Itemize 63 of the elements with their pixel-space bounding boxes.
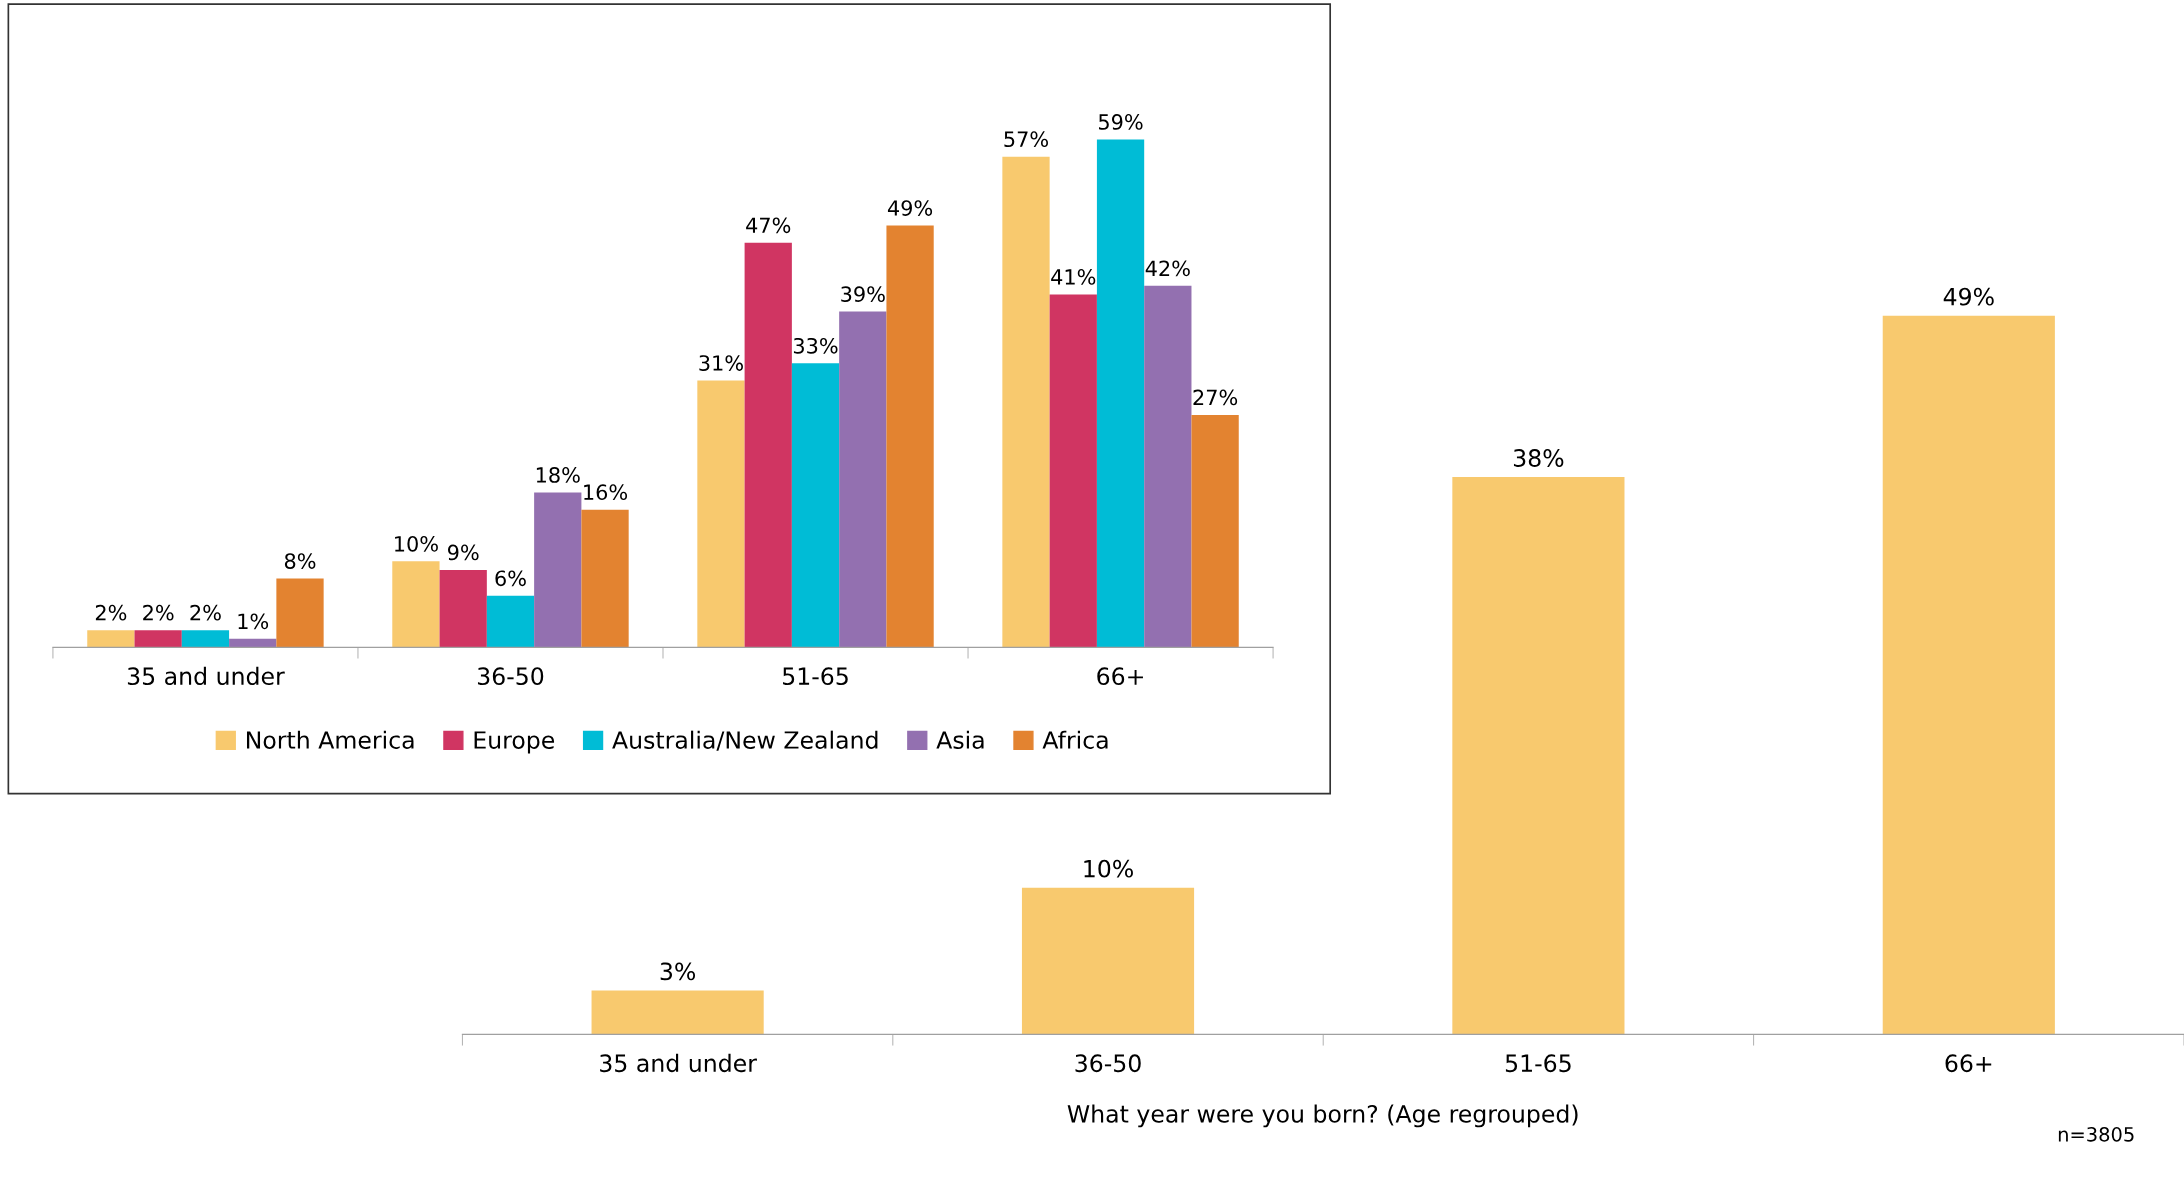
data-label: 59% (1099, 114, 1143, 130)
data-label: 16% (584, 484, 628, 501)
data-label: 47% (746, 217, 791, 234)
data-label: 8% (284, 553, 316, 569)
bar (886, 225, 934, 648)
x-tick-label: 66+ (1097, 667, 1143, 686)
data-label: 33% (793, 337, 838, 354)
x-tick-label: 66+ (1945, 1054, 1992, 1073)
bar (392, 561, 440, 648)
bar (486, 595, 535, 648)
data-label: 39% (841, 286, 885, 303)
data-label: 1% (238, 613, 269, 630)
x-tick-label: 35 and under (127, 666, 285, 686)
legend-label: Australia/New Zealand (612, 730, 878, 751)
data-label: 57% (1004, 131, 1048, 148)
data-label: 42% (1145, 260, 1190, 277)
bar (1882, 315, 2055, 1035)
data-label: 31% (699, 355, 743, 371)
x-axis-title: What year were you born? (Age regrouped) (1067, 1104, 1578, 1128)
data-label: 49% (887, 200, 933, 216)
x-tick-label: 51-65 (1505, 1054, 1571, 1073)
bar (276, 578, 324, 648)
bar (1049, 294, 1097, 648)
bar (697, 380, 745, 648)
bar (839, 311, 887, 648)
data-label: 38% (1513, 449, 1564, 467)
bar (1191, 414, 1239, 648)
bar (1144, 285, 1192, 648)
x-tick-label: 51-65 (783, 667, 848, 686)
data-label: 27% (1193, 389, 1238, 406)
data-label: 2% (95, 604, 127, 621)
bar (1002, 156, 1050, 648)
x-tick-label: 35 and under (600, 1053, 757, 1073)
data-label: 10% (1084, 859, 1133, 878)
data-label: 41% (1051, 269, 1096, 285)
bar (744, 242, 792, 648)
bar (581, 509, 629, 648)
legend-label: Asia (936, 730, 984, 749)
bar (1021, 887, 1195, 1035)
bar (791, 363, 840, 648)
data-label: 2% (190, 604, 221, 621)
data-label: 9% (447, 544, 479, 561)
bar (591, 990, 764, 1035)
text: n=3805 (2058, 1126, 2134, 1142)
bar (1452, 477, 1625, 1035)
data-label: 10% (395, 535, 438, 552)
data-label: 6% (495, 570, 526, 587)
bar (181, 630, 230, 648)
legend-label: North America (246, 730, 414, 749)
bar (1096, 139, 1145, 648)
bar (439, 569, 487, 648)
data-label: 2% (143, 604, 174, 621)
bar (87, 630, 135, 648)
x-tick-label: 36-50 (1075, 1054, 1141, 1073)
legend-label: Europe (474, 731, 555, 754)
data-label: 18% (536, 467, 580, 483)
legend-label: Africa (1042, 730, 1108, 749)
bar (534, 492, 582, 648)
bar (229, 638, 277, 648)
data-label: 49% (1943, 287, 1994, 306)
data-label: 3% (660, 962, 696, 981)
x-tick-label: 36-50 (477, 667, 544, 686)
bar (134, 630, 182, 648)
